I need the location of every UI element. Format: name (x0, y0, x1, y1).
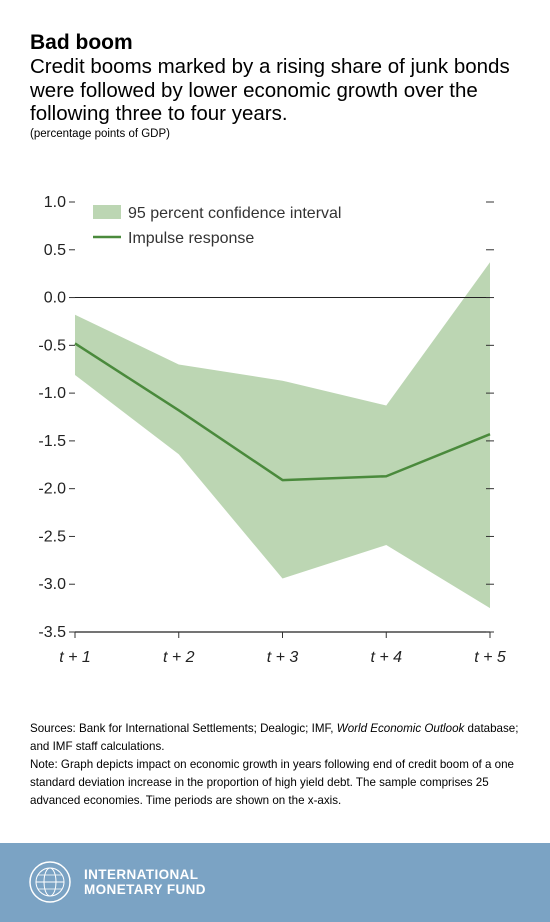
impulse-response-line (74, 342, 491, 482)
y-tick-label: -1.5 (38, 433, 66, 450)
chart-subtitle: Credit booms marked by a rising share of… (30, 55, 510, 125)
note-text: Note: Graph depicts impact on economic g… (30, 758, 514, 807)
impulse-response-chart: 1.0 0.5 0.0 -0.5 -1.0 -1.5 -2.0 -2.5 -3.0 -3.5 t +… (38, 194, 506, 666)
y-tick-label: 1.0 (44, 194, 66, 211)
y-tick-label: -1.0 (38, 385, 66, 402)
x-tick-label: t + 4 (370, 649, 402, 666)
y-tick-label: -2.5 (38, 528, 66, 545)
imf-wordmark: INTERNATIONAL MONETARY FUND (84, 867, 206, 897)
y-tick-label: -0.5 (38, 337, 66, 354)
footer-bar: INTERNATIONAL MONETARY FUND (0, 843, 550, 922)
y-tick-label: -2.0 (38, 481, 66, 498)
sources-text: Sources: Bank for International Settleme… (30, 722, 519, 753)
chart-notes: Sources: Bank for International Settleme… (30, 720, 530, 810)
units-label: (percentage points of GDP) (30, 128, 170, 140)
x-tick-label: t + 2 (163, 649, 195, 666)
confidence-band (75, 262, 490, 609)
x-tick-label: t + 1 (59, 649, 91, 666)
legend-line-label: Impulse response (128, 230, 254, 247)
y-tick-label: 0.0 (44, 290, 66, 307)
y-tick-label: 0.5 (44, 242, 66, 259)
imf-seal-icon (29, 861, 71, 903)
legend-band-label: 95 percent confidence interval (128, 205, 341, 222)
x-tick-label: t + 3 (267, 649, 299, 666)
y-tick-label: -3.5 (38, 624, 66, 641)
chart-title: Bad boom (30, 31, 133, 54)
y-tick-label: -3.0 (38, 576, 66, 593)
legend-band-swatch (93, 205, 121, 219)
x-tick-label: t + 5 (474, 649, 506, 666)
